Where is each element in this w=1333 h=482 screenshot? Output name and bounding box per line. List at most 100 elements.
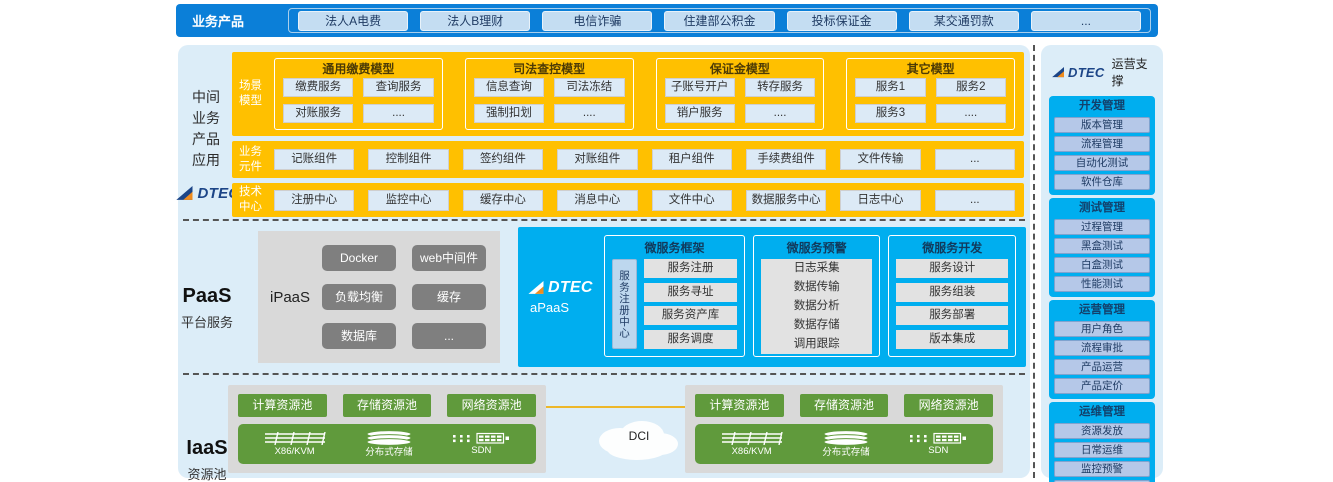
sidebar-item: 日常运维 (1054, 442, 1150, 458)
paas-title: PaaS (182, 285, 232, 307)
ipaas-label: iPaaS (269, 288, 311, 306)
component-chip: 记账组件 (274, 149, 355, 170)
resource-pool-row: 计算资源池 存储资源池 网络资源池 (238, 394, 537, 417)
component-chip: 租户组件 (651, 149, 732, 170)
section-title: 运维管理 (1079, 406, 1125, 418)
scene-service-chip: 销户服务 (664, 104, 735, 123)
scene-service-chip: 服务3 (855, 104, 926, 123)
iaas-resource-group-left: 计算资源池 存储资源池 网络资源池 X86/KVM (228, 385, 546, 473)
scene-group-title: 保证金模型 (709, 62, 770, 76)
apaas-col-body: 服务设计 服务组装 服务部署 版本集成 (896, 259, 1008, 349)
scene-group-grid: 子账号开户 转存服务 销户服务 .... (664, 78, 816, 123)
device-label: SDN (928, 445, 949, 457)
paas-layer-label: PaaS 平台服务 (178, 285, 236, 331)
apaas-brand: DTEC aPaaS (518, 227, 604, 367)
iaas-layer-label: IaaS 资源池 (178, 437, 236, 482)
apaas-columns: 微服务框架 服务注册中心 服务注册 服务寻址 服务资产库 服务调度 微服务预警 (604, 227, 1026, 367)
component-chip: 签约组件 (462, 149, 544, 170)
tech-center-row: 技术 中心 注册中心 监控中心 缓存中心 消息中心 文件中心 数据服务中心 日志… (232, 183, 1024, 217)
scene-group-grid: 缴费服务 查询服务 对账服务 .... (283, 78, 434, 123)
dtec-sail-icon (176, 186, 193, 200)
resource-pool-row: 计算资源池 存储资源池 网络资源池 (695, 394, 994, 417)
sidebar-item: 应急处理 (1054, 480, 1150, 482)
component-chip: 控制组件 (368, 149, 449, 170)
product-pill: 投标保证金 (786, 10, 897, 31)
scene-service-chip: 强制扣划 (473, 104, 545, 123)
scene-group-payment: 通用缴费模型 缴费服务 查询服务 对账服务 .... (274, 58, 443, 130)
apaas-item: 调用跟踪 (760, 335, 873, 354)
resource-pool: 存储资源池 (342, 394, 432, 417)
sidebar-item: 产品定价 (1054, 378, 1150, 394)
sidebar-item: 流程审批 (1054, 340, 1150, 356)
section-operation-management: 运营管理 用户角色 流程审批 产品运营 产品定价 (1049, 300, 1155, 399)
scene-service-chip: .... (744, 104, 816, 123)
resource-pool: 存储资源池 (799, 394, 889, 417)
scene-service-chip: .... (554, 104, 625, 123)
apaas-item: 数据存储 (760, 316, 873, 335)
operations-support-header: DTEC 运营支撑 (1049, 53, 1155, 96)
scene-service-chip: 查询服务 (363, 78, 434, 97)
device-sdn: SDN (909, 432, 967, 456)
section-title: 开发管理 (1079, 100, 1125, 112)
product-pill: 住建部公积金 (664, 10, 775, 31)
apaas-item: 服务设计 (896, 259, 1008, 278)
operations-support-panel: DTEC 运营支撑 开发管理 版本管理 流程管理 自动化测试 软件仓库 测试管理… (1041, 45, 1163, 482)
apaas-item: 服务部署 (896, 306, 1008, 326)
scene-group-title: 其它模型 (906, 62, 955, 76)
scene-group-grid: 服务1 服务2 服务3 .... (855, 78, 1006, 123)
sidebar-item: 软件仓库 (1054, 174, 1150, 190)
tech-center-chip: 监控中心 (368, 189, 449, 211)
operations-support-title: 运营支撑 (1111, 57, 1148, 88)
dtec-logo-text: DTEC (548, 279, 593, 296)
device-x86kvm: X86/KVM (721, 431, 783, 457)
apaas-col-body: 日志采集 数据传输 数据分析 数据存储 调用跟踪 (760, 259, 873, 354)
scene-service-chip: 对账服务 (283, 104, 354, 123)
switch-icon (453, 433, 510, 444)
section-dev-management: 开发管理 版本管理 流程管理 自动化测试 软件仓库 (1049, 96, 1155, 195)
section-title: 运营管理 (1079, 304, 1125, 316)
scene-group-title: 司法查控模型 (513, 62, 586, 76)
app-layer-label: 中间 业务 产品 应用 (192, 89, 220, 168)
apaas-label: aPaaS (530, 300, 570, 315)
business-component-list: 记账组件 控制组件 签约组件 对账组件 租户组件 手续费组件 文件传输 ... (274, 149, 1015, 170)
apaas-item: 数据传输 (760, 278, 873, 297)
component-chip: 文件传输 (840, 149, 921, 170)
scene-service-chip: 转存服务 (744, 78, 816, 97)
section-test-management: 测试管理 过程管理 黑盒测试 白盒测试 性能测试 (1049, 198, 1155, 297)
apaas-col-title: 微服务开发 (922, 241, 983, 255)
sidebar-item: 黑盒测试 (1054, 238, 1150, 254)
product-pill: 法人B理财 (420, 10, 531, 31)
product-pill: 法人A电费 (298, 10, 409, 31)
device-label: X86/KVM (731, 445, 772, 457)
tech-center-chip: 文件中心 (651, 189, 732, 211)
scene-group-judicial: 司法查控模型 信息查询 司法冻结 强制扣划 .... (464, 58, 634, 130)
disk-stack-icon (366, 430, 412, 447)
component-chip: 对账组件 (557, 149, 638, 170)
tech-center-list: 注册中心 监控中心 缓存中心 消息中心 文件中心 数据服务中心 日志中心 ... (274, 189, 1015, 211)
ipaas-item: Docker (322, 245, 396, 271)
sidebar-item: 监控预警 (1054, 461, 1150, 477)
scene-model-row: 场景 模型 通用缴费模型 缴费服务 查询服务 对账服务 .... 司法查控模型 … (232, 52, 1024, 136)
ipaas-item: web中间件 (412, 245, 486, 271)
device-label: X86/KVM (274, 445, 315, 457)
device-label: 分布式存储 (822, 447, 870, 459)
scene-service-chip: 服务2 (935, 78, 1006, 97)
device-label: SDN (471, 445, 492, 457)
apaas-item-list: 服务设计 服务组装 服务部署 版本集成 (896, 259, 1008, 349)
sidebar-item: 过程管理 (1054, 219, 1150, 235)
tech-center-chip: ... (934, 189, 1015, 211)
resource-pool: 网络资源池 (904, 394, 994, 417)
tech-center-chip: 注册中心 (274, 189, 355, 211)
sidebar-item: 流程管理 (1054, 136, 1150, 152)
apaas-col-title: 微服务框架 (644, 241, 705, 255)
section-title: 测试管理 (1079, 202, 1125, 214)
dtec-sail-icon (528, 281, 544, 294)
scene-service-chip: 司法冻结 (554, 78, 625, 97)
sidebar-item: 自动化测试 (1054, 155, 1150, 171)
ipaas-item: 数据库 (322, 323, 396, 349)
tech-center-chip: 日志中心 (840, 189, 921, 211)
scene-service-chip: .... (935, 104, 1006, 123)
switch-icon (910, 433, 967, 444)
layer-divider (183, 373, 1025, 375)
